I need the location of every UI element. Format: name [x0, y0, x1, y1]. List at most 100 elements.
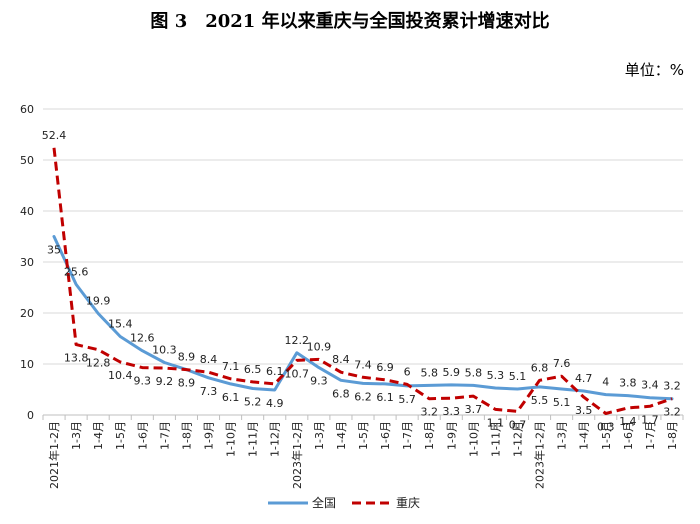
series-line-chongqing — [52, 147, 673, 415]
data-label-national: 6.8 — [332, 387, 350, 400]
x-tick-label: 2021年1-2月 — [47, 421, 61, 489]
data-label-chongqing: 12.8 — [86, 357, 111, 370]
data-label-national: 3.8 — [619, 377, 637, 390]
unit-label: 单位：% — [625, 61, 684, 79]
data-label-chongqing: 3.2 — [420, 406, 438, 419]
y-axis: 0 10 20 30 40 50 60 — [20, 103, 34, 422]
x-tick-label: 1-7月 — [644, 421, 657, 450]
data-label-chongqing: 52.4 — [42, 129, 67, 142]
data-label-chongqing: 3.3 — [443, 405, 461, 418]
data-label-national: 12.6 — [130, 332, 155, 345]
data-label-national: 5.9 — [443, 366, 461, 379]
x-tick-label: 1-6月 — [622, 421, 635, 450]
data-label-national: 8.9 — [178, 351, 196, 364]
series-group — [52, 147, 674, 415]
data-label-national: 5.5 — [531, 394, 549, 407]
x-tick-label: 1-12月 — [269, 421, 282, 457]
data-label-chongqing: 10.4 — [108, 369, 133, 382]
x-tick-label: 1-6月 — [379, 421, 392, 450]
data-label-national: 5.1 — [509, 370, 527, 383]
data-label-national: 35 — [47, 244, 61, 257]
data-label-national: 6.2 — [354, 390, 372, 403]
x-tick-label: 1-8月 — [666, 421, 679, 450]
data-label-chongqing: 1.7 — [641, 413, 659, 426]
data-label-chongqing: 6.1 — [266, 365, 284, 378]
data-label-national: 5.3 — [487, 369, 505, 382]
y-tick-label: 50 — [20, 154, 34, 167]
grid — [43, 108, 683, 365]
data-label-national: 6.1 — [376, 391, 394, 404]
data-label-chongqing: 8.4 — [200, 353, 218, 366]
x-tick-label: 1-12月 — [511, 421, 524, 457]
data-label-chongqing: 6.8 — [531, 361, 549, 374]
data-label-chongqing: 6.9 — [376, 361, 394, 374]
y-tick-label: 0 — [27, 409, 34, 422]
data-label-chongqing: 10.7 — [285, 367, 310, 380]
data-labels: 3552.425.613.819.912.815.410.412.69.310.… — [42, 129, 681, 434]
data-label-national: 12.2 — [285, 334, 310, 347]
data-label-national: 4.7 — [575, 372, 593, 385]
data-label-national: 6.1 — [222, 391, 240, 404]
y-tick-label: 20 — [20, 307, 34, 320]
x-tick-label: 1-7月 — [158, 421, 171, 450]
x-tick-label: 1-5月 — [600, 421, 613, 450]
data-label-national: 25.6 — [64, 265, 89, 278]
data-label-chongqing: 3.7 — [465, 403, 483, 416]
x-tick-label: 1-11月 — [489, 421, 502, 457]
data-label-national: 5.2 — [244, 395, 262, 408]
x-tick-label: 1-4月 — [578, 421, 591, 450]
x-tick-label: 1-10月 — [467, 421, 480, 457]
data-label-chongqing: 8.9 — [178, 377, 196, 390]
series-line-national — [52, 235, 674, 401]
data-label-chongqing: 9.2 — [156, 375, 174, 388]
x-tick-label: 1-6月 — [136, 421, 149, 450]
data-label-national: 5.8 — [465, 366, 483, 379]
x-tick-label: 1-3月 — [556, 421, 569, 450]
x-tick-label: 1-9月 — [203, 421, 216, 450]
data-label-national: 10.3 — [152, 343, 177, 356]
data-label-national: 4 — [602, 376, 609, 389]
legend-label-chongqing: 重庆 — [396, 496, 420, 510]
y-tick-label: 40 — [20, 205, 34, 218]
x-tick-label: 2023年1-2月 — [533, 421, 547, 489]
data-label-chongqing: 10.9 — [307, 340, 332, 353]
x-tick-label: 1-11月 — [247, 421, 260, 457]
data-label-national: 7.3 — [200, 385, 218, 398]
data-label-national: 5.1 — [553, 396, 571, 409]
data-label-chongqing: 7.4 — [354, 358, 372, 371]
legend-label-national: 全国 — [312, 495, 336, 510]
data-label-chongqing: 0.3 — [597, 420, 615, 433]
x-tick-label: 1-7月 — [401, 421, 414, 450]
x-tick-label: 1-4月 — [335, 421, 348, 450]
data-label-national: 19.9 — [86, 295, 111, 308]
data-label-chongqing: 1.1 — [487, 416, 505, 429]
x-tick-label: 1-5月 — [357, 421, 370, 450]
y-tick-label: 30 — [20, 256, 34, 269]
x-tick-label: 1-4月 — [92, 421, 105, 450]
data-label-national: 15.4 — [108, 317, 133, 330]
x-tick-label: 1-9月 — [445, 421, 458, 450]
data-label-chongqing: 6.5 — [244, 363, 262, 376]
data-label-national: 5.8 — [420, 366, 438, 379]
data-label-chongqing: 6 — [404, 365, 411, 378]
x-axis: 2021年1-2月 1-3月 1-4月 1-5月 1-6月 1-7月 1-8月 1-9月 1-1… — [42, 414, 684, 489]
data-label-chongqing: 7.6 — [553, 357, 571, 370]
x-tick-label: 1-3月 — [313, 421, 326, 450]
data-label-chongqing: 13.8 — [64, 352, 89, 365]
data-label-chongqing: 7.1 — [222, 360, 240, 373]
data-label-chongqing: 1.4 — [619, 415, 637, 428]
data-label-national: 9.3 — [310, 375, 328, 388]
x-tick-label: 2023年1-2月 — [290, 421, 304, 489]
x-tick-label: 1-5月 — [114, 421, 127, 450]
data-label-national: 3.4 — [641, 379, 659, 392]
data-label-chongqing: 9.3 — [134, 375, 152, 388]
x-tick-label: 1-3月 — [70, 421, 83, 450]
legend: 全国 重庆 — [268, 495, 420, 510]
y-tick-label: 60 — [20, 103, 34, 116]
data-label-chongqing: 0.7 — [509, 418, 527, 431]
chart-title: 图 3 2021 年以来重庆与全国投资累计增速对比 — [150, 10, 549, 32]
data-label-national: 5.7 — [398, 393, 416, 406]
y-tick-label: 10 — [20, 358, 34, 371]
data-label-national: 4.9 — [266, 397, 284, 410]
